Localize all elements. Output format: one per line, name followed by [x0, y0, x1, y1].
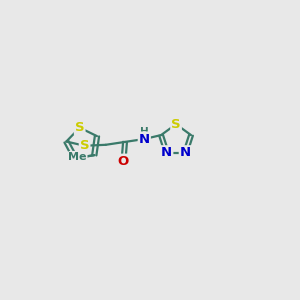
Text: N: N: [161, 146, 172, 159]
Text: S: S: [171, 118, 181, 131]
Text: N: N: [180, 146, 191, 159]
Text: Me: Me: [68, 152, 87, 163]
Text: N: N: [70, 152, 81, 165]
Text: N: N: [139, 133, 150, 146]
Text: H: H: [140, 127, 149, 137]
Text: S: S: [80, 139, 89, 152]
Text: S: S: [75, 121, 85, 134]
Text: O: O: [118, 155, 129, 168]
